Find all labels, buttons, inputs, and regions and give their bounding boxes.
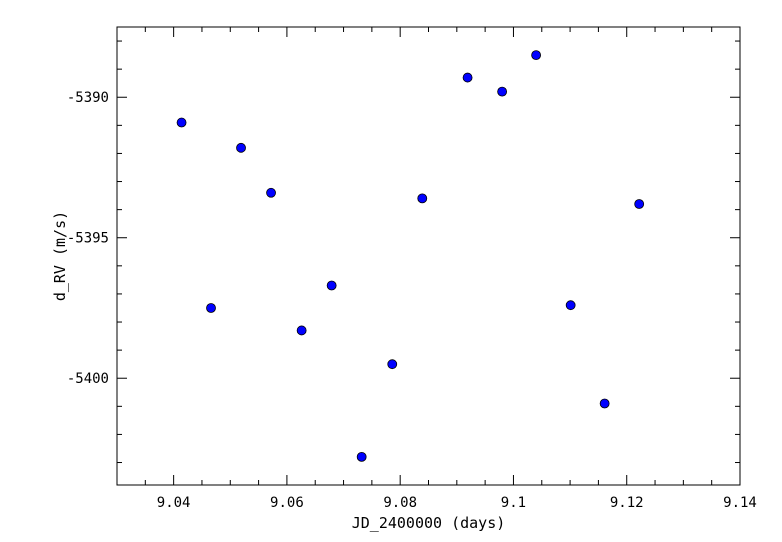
data-point bbox=[176, 117, 187, 128]
data-point bbox=[497, 86, 508, 97]
data-point bbox=[236, 142, 246, 153]
x-tick-label: 9.08 bbox=[383, 495, 417, 511]
plot-frame bbox=[116, 26, 741, 486]
data-point bbox=[206, 303, 216, 313]
y-axis-label: d_RV (m/s) bbox=[51, 211, 69, 301]
x-tick-label: 9.06 bbox=[270, 495, 304, 511]
x-tick-label: 9.1 bbox=[501, 495, 526, 511]
x-tick-label: 9.04 bbox=[157, 495, 191, 511]
axis-ticks bbox=[116, 27, 741, 485]
data-point bbox=[565, 300, 576, 311]
x-tick-label: 9.12 bbox=[610, 495, 644, 511]
data-point bbox=[417, 193, 428, 204]
data-point bbox=[356, 452, 367, 462]
data-point bbox=[599, 398, 610, 409]
y-tick-labels: -5390 -5395 -5400 bbox=[67, 90, 109, 387]
data-point bbox=[531, 50, 542, 60]
data-point bbox=[634, 199, 645, 209]
data-points bbox=[176, 50, 645, 462]
x-tick-label: 9.14 bbox=[723, 495, 757, 511]
data-point bbox=[326, 280, 337, 291]
y-tick-label: -5395 bbox=[67, 231, 109, 247]
data-point bbox=[462, 72, 473, 83]
x-axis-label: JD_2400000 (days) bbox=[352, 514, 506, 532]
data-point bbox=[266, 187, 276, 198]
x-tick-labels: 9.04 9.06 9.08 9.1 9.12 9.14 bbox=[157, 495, 757, 511]
data-point bbox=[296, 325, 307, 336]
y-tick-label: -5400 bbox=[67, 371, 109, 387]
data-point bbox=[387, 359, 398, 370]
y-tick-label: -5390 bbox=[67, 90, 109, 106]
